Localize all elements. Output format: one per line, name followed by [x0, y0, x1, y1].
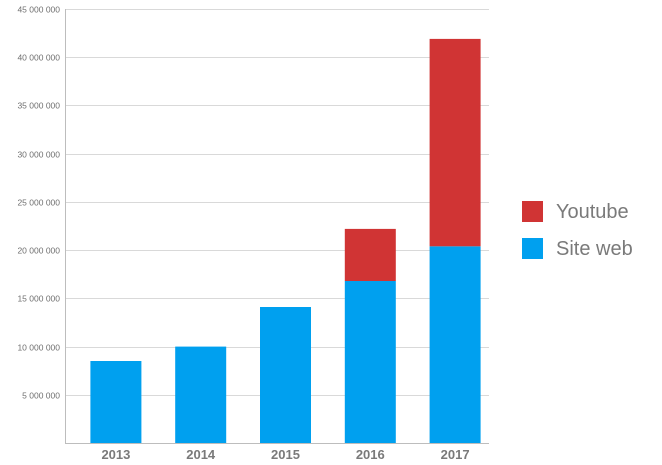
y-tick-label: 10 000 000	[17, 343, 60, 353]
x-tick-label: 2017	[441, 447, 470, 462]
y-tick-label: 20 000 000	[17, 246, 60, 256]
y-tick-label: 30 000 000	[17, 150, 60, 160]
y-tick-label: 35 000 000	[17, 101, 60, 111]
y-tick-label: 45 000 000	[17, 5, 60, 15]
legend-label: Site web	[556, 238, 633, 260]
bar-site-web-2015	[260, 307, 311, 443]
y-tick-label: 40 000 000	[17, 53, 60, 63]
legend-swatch	[522, 201, 543, 222]
x-tick-label: 2015	[271, 447, 300, 462]
bar-site-web-2014	[175, 346, 227, 443]
x-tick-label: 2016	[356, 447, 385, 462]
x-tick-labels: 2013 2014 2015 2016 2017	[101, 447, 469, 462]
bars	[90, 38, 481, 443]
legend-label: Youtube	[556, 201, 629, 223]
y-tick-label: 15 000 000	[17, 294, 60, 304]
legend: Youtube Site web	[522, 201, 633, 260]
bar-youtube-2017	[429, 38, 481, 247]
bar-site-web-2017	[429, 246, 481, 443]
x-tick-label: 2014	[186, 447, 216, 462]
bar-site-web-2013	[90, 361, 142, 443]
y-tick-label: 5 000 000	[22, 391, 60, 401]
y-tick-labels: 5 000 000 10 000 000 15 000 000 20 000 000 2…	[17, 5, 60, 401]
y-tick-label: 25 000 000	[17, 198, 60, 208]
gridlines	[65, 9, 489, 396]
bar-youtube-2016	[344, 228, 396, 281]
legend-swatch	[522, 238, 543, 259]
bar-site-web-2016	[344, 281, 396, 443]
x-tick-label: 2013	[101, 447, 130, 462]
axes	[65, 9, 489, 444]
